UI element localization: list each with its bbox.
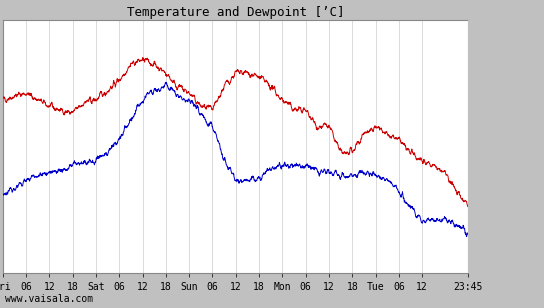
Text: www.vaisala.com: www.vaisala.com: [5, 294, 94, 304]
Title: Temperature and Dewpoint [’C]: Temperature and Dewpoint [’C]: [127, 6, 344, 19]
